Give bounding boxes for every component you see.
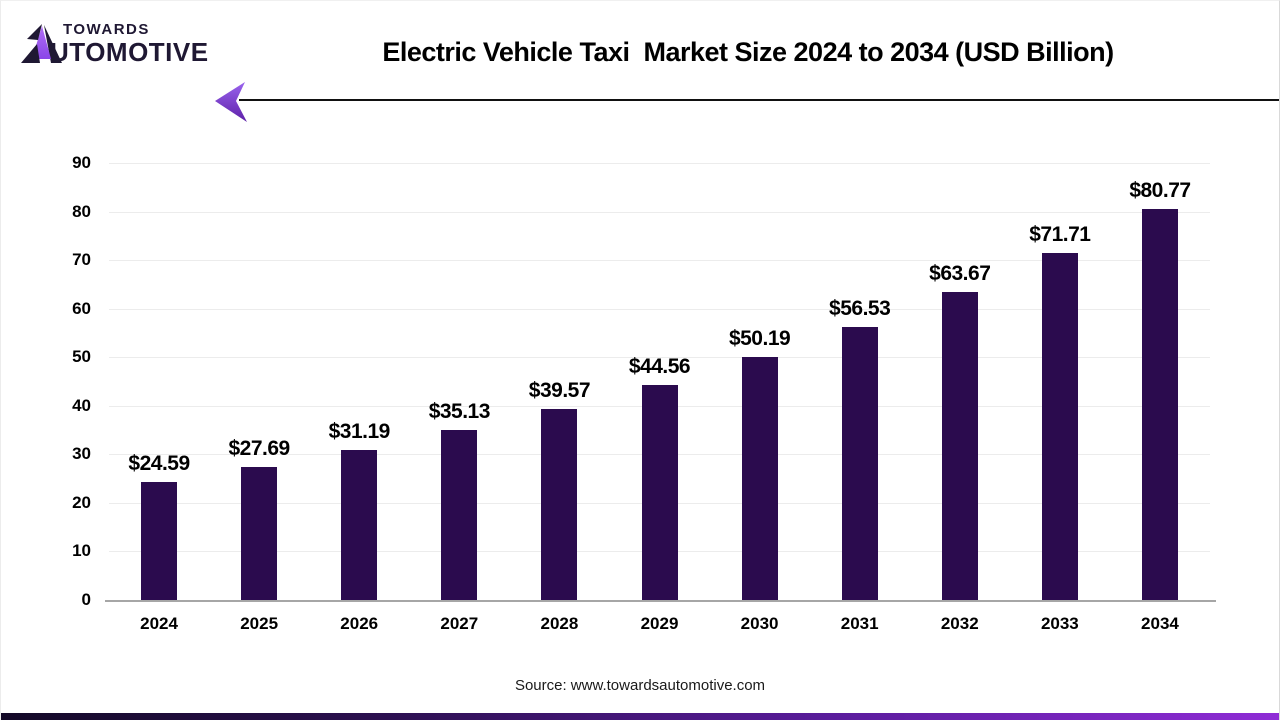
y-tick-label: 80: [72, 201, 91, 221]
gridline: [109, 260, 1210, 262]
y-tick-label: 50: [72, 347, 91, 367]
logo-text-towards: TOWARDS: [63, 21, 150, 38]
bottom-accent-bar: [1, 713, 1279, 720]
bar-2025: [241, 466, 278, 601]
bar-2029: [641, 384, 678, 601]
bar-value-label: $44.56: [628, 354, 691, 378]
bar-2033: [1041, 252, 1078, 601]
bar-2027: [441, 430, 478, 601]
bar-value-label: $27.69: [228, 436, 291, 460]
bar-2026: [341, 449, 378, 601]
bar-value-label: $63.67: [929, 261, 991, 285]
bar-2030: [741, 357, 778, 601]
bar-2028: [541, 408, 578, 601]
logo-a-icon: [21, 24, 62, 63]
towards-automotive-logo: TOWARDS UTOMOTIVE: [21, 11, 241, 81]
x-tick-label: 2026: [340, 614, 379, 633]
bar-value-label: $24.59: [128, 451, 190, 475]
bar-value-label: $56.53: [829, 296, 891, 320]
y-tick-label: 60: [72, 298, 91, 318]
bar-chart-plot-area: $24.59 $27.69 $31.19 $35.13 $39.57 $44.56 $50.…: [109, 163, 1210, 601]
x-tick-label: 2027: [440, 614, 479, 633]
bar-value-label: $39.57: [528, 378, 591, 402]
bar-value-label: $31.19: [328, 419, 391, 443]
bar-2031: [841, 326, 878, 601]
x-tick-label: 2025: [240, 614, 279, 633]
y-tick-label: 90: [72, 153, 91, 172]
x-tick-label: 2032: [940, 614, 979, 633]
bar-2034: [1141, 208, 1178, 601]
gridline: [109, 163, 1210, 164]
arrow-left-icon: [215, 82, 247, 122]
bar-value-label: $80.77: [1129, 178, 1191, 202]
x-axis-line: [105, 600, 1216, 602]
bar-value-label: $50.19: [728, 327, 791, 351]
gridline: [109, 308, 1210, 310]
y-tick-label: 30: [72, 444, 91, 464]
source-text: Source: www.towardsautomotive.com: [514, 677, 766, 694]
y-tick-label: 0: [81, 590, 91, 609]
bar-2032: [941, 291, 978, 601]
x-tick-label: 2034: [1141, 614, 1179, 633]
y-tick-label: 20: [72, 492, 91, 512]
x-tick-label: 2029: [640, 614, 679, 633]
gridline: [109, 357, 1210, 359]
x-tick-label: 2031: [840, 614, 879, 633]
bar-value-label: $71.71: [1029, 222, 1091, 246]
y-tick-label: 10: [72, 541, 91, 561]
y-tick-label: 70: [72, 250, 91, 270]
y-tick-label: 40: [72, 395, 91, 415]
x-tick-label: 2024: [140, 614, 178, 633]
header-divider-line: [239, 99, 1279, 101]
chart-title: Electric Vehicle Taxi Market Size 2024 t…: [382, 37, 1114, 67]
logo-text-automotive: UTOMOTIVE: [50, 37, 209, 67]
x-tick-label: 2028: [540, 614, 579, 633]
x-tick-label: 2030: [740, 614, 779, 633]
bar-2024: [141, 481, 178, 601]
bar-value-label: $35.13: [428, 400, 491, 424]
x-tick-label: 2033: [1040, 614, 1079, 633]
gridline: [109, 211, 1210, 213]
